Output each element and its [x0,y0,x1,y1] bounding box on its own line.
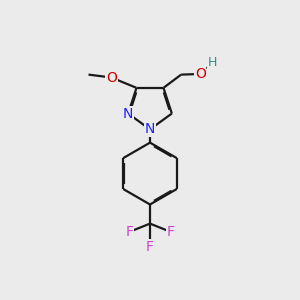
Text: F: F [167,225,175,239]
Text: F: F [146,240,154,254]
Text: F: F [125,225,134,239]
Text: N: N [123,106,133,121]
Text: O: O [106,70,117,85]
Text: O: O [195,67,206,81]
Text: H: H [207,56,217,69]
Text: N: N [145,122,155,136]
